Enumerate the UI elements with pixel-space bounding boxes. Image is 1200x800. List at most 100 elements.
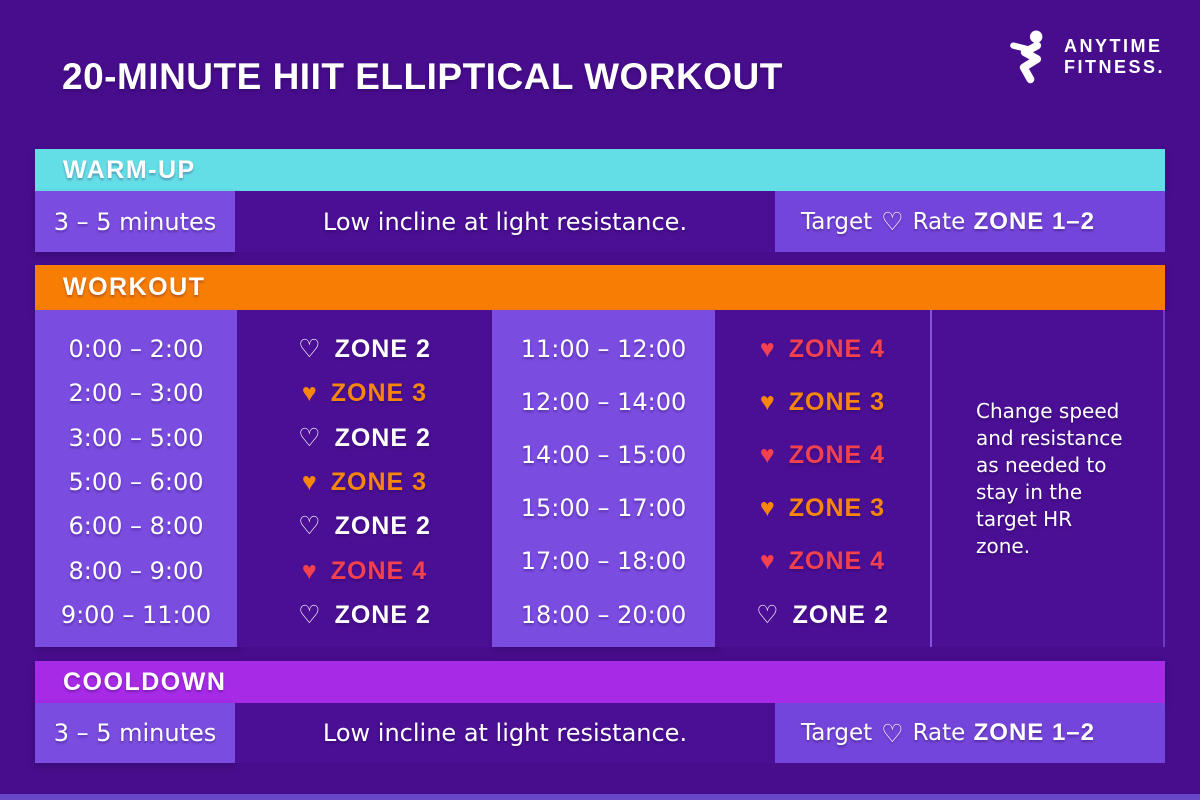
interval-time: 5:00 – 6:00 (68, 468, 204, 496)
zone-label: ZONE 2 (792, 600, 889, 629)
logo-line1: ANYTIME (1064, 36, 1163, 56)
target-heart-rate-label: Target ♡ Rate (801, 209, 965, 235)
workout-zone-column-left (237, 310, 492, 647)
anytime-fitness-logo: ANYTIME FITNESS. (1006, 30, 1165, 84)
heart-icon: ♥ (759, 546, 775, 575)
page-title: 20-MINUTE HIIT ELLIPTICAL WORKOUT (62, 56, 783, 97)
interval-time: 3:00 – 5:00 (68, 424, 204, 452)
rate-word: Rate (912, 720, 966, 746)
heart-icon: ♥ (759, 334, 775, 363)
target-word: Target (801, 208, 873, 235)
heart-icon: ♥ (301, 467, 317, 496)
interval-time: 2:00 – 3:00 (68, 379, 204, 407)
interval-row: 14:00 – 15:00 ♥ ZONE 4 (492, 433, 930, 477)
interval-zone: ♥ ZONE 4 (715, 539, 930, 583)
zone-label: ZONE 4 (788, 334, 886, 363)
interval-row: 2:00 – 3:00 ♥ ZONE 3 (35, 371, 492, 415)
interval-zone: ♥ ZONE 4 (715, 327, 930, 371)
workout-section-header: WORKOUT (35, 265, 1165, 310)
zone-label: ZONE 4 (788, 546, 886, 575)
workout-time-column-right (492, 310, 715, 647)
interval-row: 12:00 – 14:00 ♥ ZONE 3 (492, 380, 930, 424)
interval-time: 14:00 – 15:00 (520, 441, 687, 469)
cooldown-description: Low incline at light resistance. (235, 703, 775, 763)
interval-time: 17:00 – 18:00 (520, 547, 687, 575)
zone-label: ZONE 4 (330, 556, 428, 585)
zone-label: ZONE 3 (330, 378, 428, 407)
warmup-description: Low incline at light resistance. (235, 191, 775, 252)
workout-zone-column-right (715, 310, 930, 647)
cooldown-section-header: COOLDOWN (35, 661, 1165, 703)
workout-header-label: WORKOUT (63, 273, 206, 301)
heart-outline-icon: ♡ (881, 718, 904, 748)
rate-word: Rate (912, 208, 966, 235)
cooldown-target-zone: ZONE 1–2 (973, 719, 1095, 746)
interval-row: 9:00 – 11:00 ♡ ZONE 2 (35, 593, 492, 637)
heart-outline-icon: ♡ (298, 600, 321, 629)
target-word: Target (801, 720, 873, 746)
warmup-target-cell: Target ♡ Rate ZONE 1–2 (775, 191, 1165, 252)
interval-row: 11:00 – 12:00 ♥ ZONE 4 (492, 327, 930, 371)
zone-label: ZONE 2 (334, 423, 431, 452)
workout-note: Change speed and resistance as needed to… (976, 398, 1123, 558)
heart-icon: ♥ (759, 493, 775, 522)
interval-row: 15:00 – 17:00 ♥ ZONE 3 (492, 486, 930, 530)
zone-label: ZONE 3 (330, 467, 428, 496)
bottom-divider (0, 794, 1200, 800)
target-heart-rate-label: Target ♡ Rate (801, 720, 965, 746)
interval-time: 12:00 – 14:00 (520, 388, 687, 416)
interval-zone: ♡ ZONE 2 (237, 593, 492, 637)
interval-time: 15:00 – 17:00 (520, 494, 687, 522)
warmup-header-label: WARM-UP (63, 155, 196, 184)
cooldown-duration: 3 – 5 minutes (35, 703, 235, 763)
interval-zone: ♥ ZONE 4 (237, 549, 492, 593)
interval-zone: ♡ ZONE 2 (237, 327, 492, 371)
logo-line2: FITNESS. (1064, 57, 1166, 77)
runner-icon (1006, 30, 1058, 84)
interval-row: 5:00 – 6:00 ♥ ZONE 3 (35, 460, 492, 504)
cooldown-target-cell: Target ♡ Rate ZONE 1–2 (775, 703, 1165, 763)
logo-text: ANYTIME FITNESS. (1064, 36, 1165, 78)
heart-icon: ♥ (759, 387, 775, 416)
heart-icon: ♥ (301, 378, 317, 407)
interval-row: 0:00 – 2:00 ♡ ZONE 2 (35, 327, 492, 371)
zone-label: ZONE 4 (788, 440, 886, 469)
zone-label: ZONE 3 (788, 387, 886, 416)
interval-row: 6:00 – 8:00 ♡ ZONE 2 (35, 504, 492, 548)
heart-icon: ♥ (301, 556, 317, 585)
interval-time: 0:00 – 2:00 (68, 335, 204, 363)
interval-time: 9:00 – 11:00 (60, 601, 212, 629)
warmup-duration: 3 – 5 minutes (35, 191, 235, 252)
interval-zone: ♡ ZONE 2 (715, 593, 930, 637)
interval-row: 3:00 – 5:00 ♡ ZONE 2 (35, 416, 492, 460)
workout-note-panel: Change speed and resistance as needed to… (930, 310, 1165, 647)
heart-icon: ♥ (759, 440, 775, 469)
interval-zone: ♥ ZONE 3 (237, 460, 492, 504)
heart-outline-icon: ♡ (756, 600, 779, 629)
zone-label: ZONE 2 (334, 334, 431, 363)
interval-row: 8:00 – 9:00 ♥ ZONE 4 (35, 549, 492, 593)
interval-row: 18:00 – 20:00 ♡ ZONE 2 (492, 593, 930, 637)
interval-time: 6:00 – 8:00 (68, 512, 204, 540)
warmup-section-header: WARM-UP (35, 149, 1165, 191)
interval-zone: ♡ ZONE 2 (237, 504, 492, 548)
interval-time: 8:00 – 9:00 (68, 557, 204, 585)
interval-zone: ♥ ZONE 4 (715, 433, 930, 477)
cooldown-header-label: COOLDOWN (63, 667, 227, 696)
interval-row: 17:00 – 18:00 ♥ ZONE 4 (492, 539, 930, 583)
interval-zone: ♥ ZONE 3 (715, 486, 930, 530)
interval-zone: ♥ ZONE 3 (715, 380, 930, 424)
warmup-target-zone: ZONE 1–2 (973, 207, 1095, 235)
heart-outline-icon: ♡ (298, 334, 321, 363)
zone-label: ZONE 2 (334, 511, 431, 540)
workout-time-column-left (35, 310, 237, 647)
heart-outline-icon: ♡ (881, 207, 904, 236)
interval-time: 11:00 – 12:00 (520, 335, 687, 363)
interval-zone: ♡ ZONE 2 (237, 416, 492, 460)
zone-label: ZONE 2 (334, 600, 431, 629)
interval-zone: ♥ ZONE 3 (237, 371, 492, 415)
heart-outline-icon: ♡ (298, 423, 321, 452)
heart-outline-icon: ♡ (298, 511, 321, 540)
interval-time: 18:00 – 20:00 (520, 601, 687, 629)
